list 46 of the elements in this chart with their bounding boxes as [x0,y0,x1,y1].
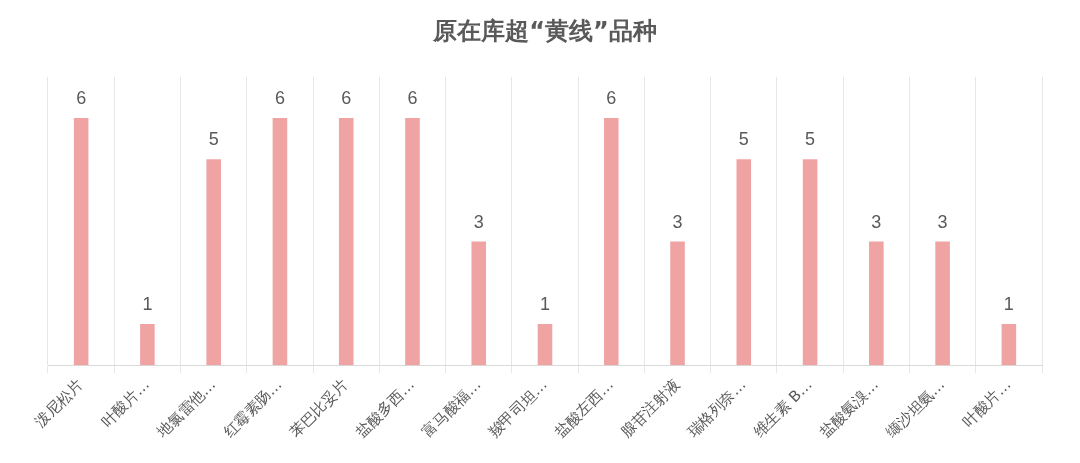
bar [471,241,487,366]
x-tick-label: 腺苷注射液 [617,375,684,442]
bar [935,241,950,366]
x-tick-label: 富马酸福… [418,375,485,442]
x-tick-label: 盐酸左西… [551,375,617,442]
data-label: 5 [805,129,816,150]
x-tick-label: 维生素 B… [749,375,816,442]
bar [405,118,420,366]
x-tick-label: 瑞格列奈… [683,375,750,442]
data-label: 6 [341,87,352,108]
x-tick-label: 羧甲司坦… [484,375,551,442]
bar [272,118,288,366]
data-label: 6 [407,87,418,108]
bar [736,159,752,366]
data-label: 5 [738,129,749,150]
data-label: 6 [274,87,285,108]
bar [670,241,685,366]
x-tick-label: 叶酸片… [959,375,1015,431]
bar [1001,324,1017,366]
x-tick-label: 红霉素肠… [219,375,286,442]
data-label: 1 [539,293,551,314]
x-tick-label: 盐酸氨溴… [816,375,882,442]
bar [206,159,221,366]
x-tick-label: 缬沙坦氨… [882,375,949,442]
x-tick-label: 盐酸多西… [352,375,419,442]
data-label: 3 [871,211,882,232]
bar [140,324,155,366]
data-label: 5 [208,129,219,150]
data-label: 6 [76,87,87,108]
data-label: 3 [937,211,948,232]
data-label: 1 [1003,293,1014,314]
bar [73,118,89,366]
x-tick-label: 叶酸片… [97,375,153,431]
bar [603,118,619,366]
data-label: 3 [672,211,683,232]
x-tick-label: 泼尼松片 [31,375,87,431]
bar [869,241,884,366]
x-tick-label: 地氯雷他… [152,375,220,442]
chart-title: 原在库超“黄线”品种 [432,16,657,45]
bar [338,118,354,366]
data-label: 6 [606,87,617,108]
data-label: 3 [473,211,484,232]
bar [802,159,818,366]
data-label: 1 [142,293,153,314]
x-tick-label: 苯巴比妥片 [286,375,352,442]
bar [537,324,553,366]
